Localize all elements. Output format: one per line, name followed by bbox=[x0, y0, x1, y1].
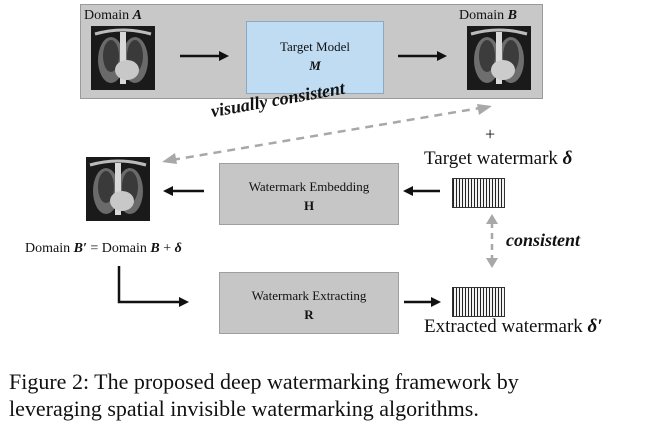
embedding-title: Watermark Embedding bbox=[248, 179, 370, 194]
extracted-watermark-label: Extracted watermark δ′ bbox=[424, 316, 603, 337]
caption-line-2: leveraging spatial invisible watermarkin… bbox=[9, 396, 479, 421]
target-model-box: Target Model M bbox=[246, 21, 384, 94]
target-model-symbol: M bbox=[309, 58, 321, 73]
xray-domain-b-prime bbox=[86, 157, 150, 221]
arrow-watermark-to-embedding bbox=[403, 186, 440, 196]
arrow-embedding-to-image bbox=[163, 186, 204, 196]
arrow-model-to-b bbox=[398, 51, 447, 61]
target-model-title: Target Model bbox=[280, 39, 350, 54]
xray-domain-b bbox=[467, 26, 531, 90]
domain-a-label: Domain A bbox=[84, 8, 142, 23]
watermark-embedding-box: Watermark Embedding H bbox=[219, 163, 399, 225]
domain-b-prime-equation: Domain B′ = Domain B + δ bbox=[25, 241, 182, 256]
target-watermark-label: Target watermark δ bbox=[424, 148, 573, 169]
embedding-symbol: H bbox=[303, 198, 315, 213]
arrow-a-to-model bbox=[180, 51, 229, 61]
extracted-watermark-pattern bbox=[452, 287, 505, 317]
target-watermark-pattern bbox=[452, 178, 505, 208]
visually-consistent-arrow bbox=[162, 104, 492, 164]
watermark-extracting-box: Watermark Extracting R bbox=[219, 272, 399, 334]
figure-caption: Figure 2: The proposed deep watermarking… bbox=[9, 368, 649, 422]
domain-b-label: Domain B bbox=[459, 8, 517, 23]
extracting-symbol: R bbox=[304, 307, 314, 322]
caption-line-1: Figure 2: The proposed deep watermarking… bbox=[9, 369, 519, 394]
arrow-extracting-to-watermark bbox=[404, 297, 441, 307]
consistent-label: consistent bbox=[506, 230, 581, 250]
arrow-to-extracting bbox=[117, 266, 189, 307]
plus-sign: + bbox=[485, 124, 496, 144]
xray-domain-a bbox=[91, 26, 155, 90]
extracting-title: Watermark Extracting bbox=[251, 288, 367, 303]
consistent-arrow bbox=[486, 214, 498, 268]
